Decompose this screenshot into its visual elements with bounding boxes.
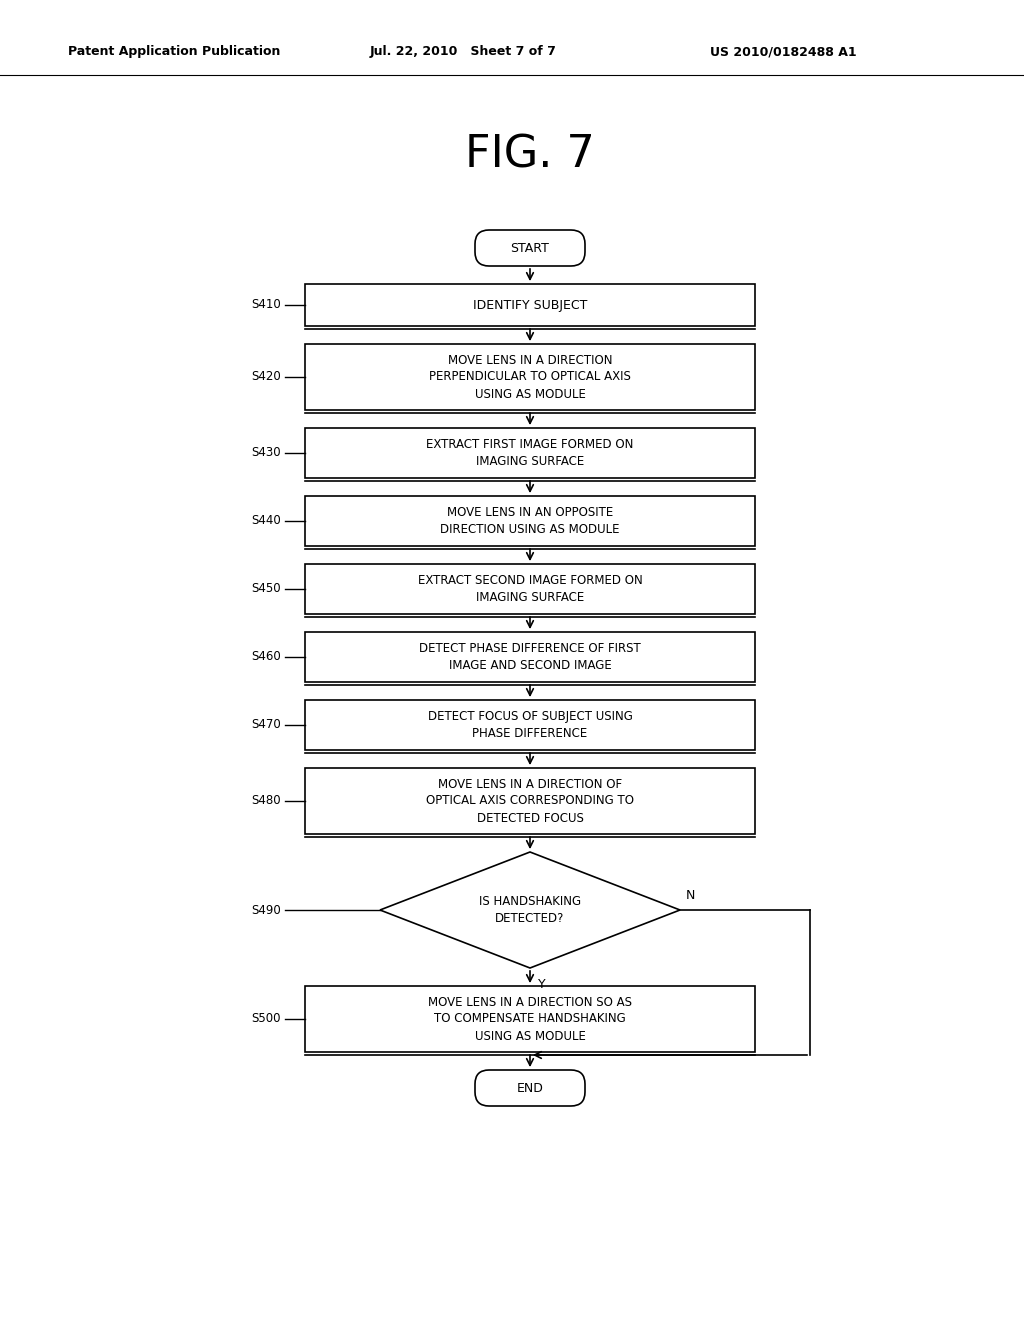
Text: S460: S460: [251, 651, 281, 664]
Text: MOVE LENS IN AN OPPOSITE
DIRECTION USING AS MODULE: MOVE LENS IN AN OPPOSITE DIRECTION USING…: [440, 506, 620, 536]
Text: FIG. 7: FIG. 7: [465, 133, 595, 177]
Text: MOVE LENS IN A DIRECTION SO AS
TO COMPENSATE HANDSHAKING
USING AS MODULE: MOVE LENS IN A DIRECTION SO AS TO COMPEN…: [428, 995, 632, 1043]
Text: S470: S470: [251, 718, 281, 731]
FancyBboxPatch shape: [475, 230, 585, 267]
FancyBboxPatch shape: [305, 632, 755, 682]
Text: Y: Y: [538, 978, 546, 991]
FancyBboxPatch shape: [305, 284, 755, 326]
FancyBboxPatch shape: [305, 986, 755, 1052]
Text: MOVE LENS IN A DIRECTION
PERPENDICULAR TO OPTICAL AXIS
USING AS MODULE: MOVE LENS IN A DIRECTION PERPENDICULAR T…: [429, 354, 631, 400]
FancyBboxPatch shape: [305, 428, 755, 478]
Text: Patent Application Publication: Patent Application Publication: [68, 45, 281, 58]
Text: S500: S500: [252, 1012, 281, 1026]
Text: US 2010/0182488 A1: US 2010/0182488 A1: [710, 45, 857, 58]
Text: END: END: [516, 1081, 544, 1094]
Text: DETECT PHASE DIFFERENCE OF FIRST
IMAGE AND SECOND IMAGE: DETECT PHASE DIFFERENCE OF FIRST IMAGE A…: [419, 642, 641, 672]
FancyBboxPatch shape: [305, 700, 755, 750]
Polygon shape: [380, 851, 680, 968]
Text: S440: S440: [251, 515, 281, 528]
Text: IS HANDSHAKING
DETECTED?: IS HANDSHAKING DETECTED?: [479, 895, 581, 925]
FancyBboxPatch shape: [475, 1071, 585, 1106]
Text: DETECT FOCUS OF SUBJECT USING
PHASE DIFFERENCE: DETECT FOCUS OF SUBJECT USING PHASE DIFF…: [428, 710, 633, 741]
FancyBboxPatch shape: [305, 564, 755, 614]
Text: EXTRACT SECOND IMAGE FORMED ON
IMAGING SURFACE: EXTRACT SECOND IMAGE FORMED ON IMAGING S…: [418, 574, 642, 605]
Text: S480: S480: [251, 795, 281, 808]
FancyBboxPatch shape: [305, 496, 755, 546]
FancyBboxPatch shape: [305, 768, 755, 834]
Text: Jul. 22, 2010   Sheet 7 of 7: Jul. 22, 2010 Sheet 7 of 7: [370, 45, 557, 58]
Text: S420: S420: [251, 371, 281, 384]
Text: IDENTIFY SUBJECT: IDENTIFY SUBJECT: [473, 298, 587, 312]
Text: MOVE LENS IN A DIRECTION OF
OPTICAL AXIS CORRESPONDING TO
DETECTED FOCUS: MOVE LENS IN A DIRECTION OF OPTICAL AXIS…: [426, 777, 634, 825]
Text: S410: S410: [251, 298, 281, 312]
Text: START: START: [511, 242, 550, 255]
Text: EXTRACT FIRST IMAGE FORMED ON
IMAGING SURFACE: EXTRACT FIRST IMAGE FORMED ON IMAGING SU…: [426, 438, 634, 469]
FancyBboxPatch shape: [305, 345, 755, 411]
Text: S450: S450: [251, 582, 281, 595]
Text: S430: S430: [251, 446, 281, 459]
Text: S490: S490: [251, 903, 281, 916]
Text: N: N: [686, 888, 695, 902]
